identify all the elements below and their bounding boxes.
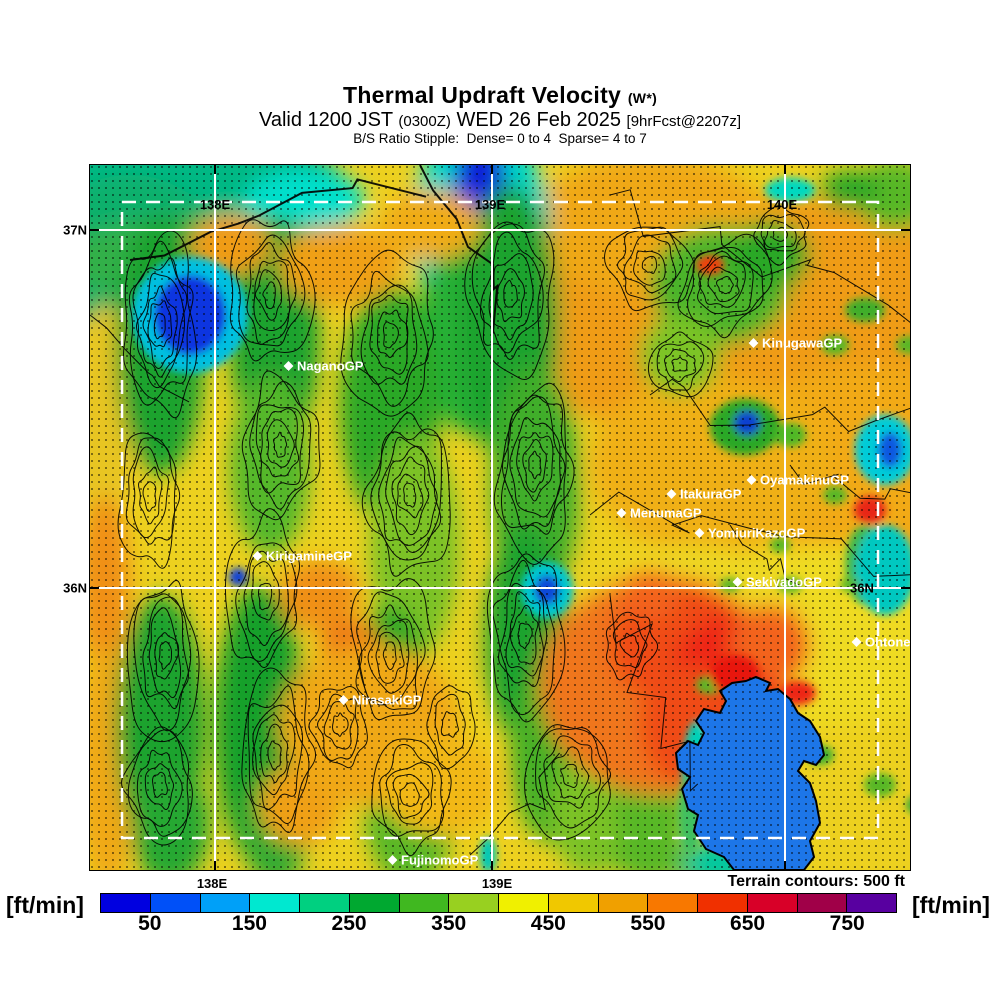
- title-block: Thermal Updraft Velocity (W*) Valid 1200…: [0, 84, 1000, 146]
- site-name-label: NirasakiGP: [352, 692, 422, 708]
- terrain-svg: [89, 164, 911, 871]
- site-name-label: OhtoneGP: [865, 634, 910, 650]
- page-title: Thermal Updraft Velocity (W*): [0, 84, 1000, 107]
- grid-label-36n-right: 36N: [850, 580, 874, 596]
- site-NaganoGP: NaganoGP: [283, 358, 364, 374]
- site-OyamakinuGP: OyamakinuGP: [746, 472, 849, 488]
- site-name-label: OyamakinuGP: [760, 472, 849, 488]
- site-OhtoneGP: OhtoneGP: [851, 634, 910, 650]
- title-suffix: (W*): [627, 90, 658, 106]
- site-KirigamineGP: KirigamineGP: [252, 548, 352, 564]
- grid-label-37n-left: 37N: [63, 222, 87, 238]
- site-SekiyadoGP: SekiyadoGP: [732, 574, 822, 590]
- scale-tick-750: 750: [829, 912, 865, 935]
- color-scale-bar: [100, 893, 897, 913]
- scale-color-cell-15: [847, 894, 896, 912]
- grid-label-138e-bottom: 138E: [196, 876, 228, 891]
- grid-label-36n-left: 36N: [63, 580, 87, 596]
- site-name-label: FujinomoGP: [401, 852, 479, 868]
- scale-tick-150: 150: [231, 912, 267, 935]
- units-label-left: [ft/min]: [6, 892, 84, 918]
- valid-prefix: Valid 1200 JST: [259, 109, 393, 131]
- scale-color-cell-0: [101, 894, 150, 912]
- site-NirasakiGP: NirasakiGP: [338, 692, 422, 708]
- scale-color-cell-9: [548, 894, 598, 912]
- scale-tick-50: 50: [138, 912, 162, 935]
- scale-color-cell-11: [648, 894, 697, 912]
- scale-tick-650: 650: [730, 912, 766, 935]
- color-scale-tick-labels: 50 150 250 350 450 550 650 750: [100, 912, 897, 938]
- scale-color-cell-10: [598, 894, 648, 912]
- graticule: [90, 165, 910, 870]
- site-labels-layer: NaganoGP KirigamineGP NirasakiGP FujinomoGP…: [90, 165, 910, 870]
- scale-color-cell-6: [399, 894, 449, 912]
- grid-label-139e-bottom: 139E: [481, 876, 513, 891]
- grid-labels-layer: 138E 139E 140E 138E 139E 37N 36N 36N: [63, 165, 910, 891]
- site-KinugawaGP: KinugawaGP: [748, 335, 843, 351]
- valid-time-line: Valid 1200 JST (0300Z) WED 26 Feb 2025 […: [0, 110, 1000, 130]
- scale-color-cell-5: [349, 894, 399, 912]
- site-name-label: MenumaGP: [630, 505, 702, 521]
- valid-fcst: [9hrFcst@2207z]: [626, 113, 741, 130]
- scale-color-cell-14: [797, 894, 847, 912]
- site-YomiuriKazoGP: YomiuriKazoGP: [694, 525, 806, 541]
- scale-tick-250: 250: [331, 912, 367, 935]
- stipple-layer: [90, 165, 910, 870]
- scale-color-cell-1: [150, 894, 200, 912]
- valid-zulu: (0300Z): [398, 113, 451, 130]
- site-name-label: YomiuriKazoGP: [708, 525, 806, 541]
- forecast-map: NaganoGP KirigamineGP NirasakiGP FujinomoGP…: [63, 164, 911, 891]
- grid-label-138e-top: 138E: [199, 197, 231, 212]
- site-FujinomoGP: FujinomoGP: [387, 852, 479, 868]
- site-name-label: NaganoGP: [297, 358, 364, 374]
- terrain-contours-note: Terrain contours: 500 ft: [727, 873, 905, 890]
- scale-color-cell-2: [200, 894, 250, 912]
- stipple-note: B/S Ratio Stipple: Dense= 0 to 4 Sparse=…: [353, 131, 647, 146]
- grid-label-140e-top: 140E: [766, 197, 798, 212]
- site-name-label: KinugawaGP: [762, 335, 843, 351]
- site-MenumaGP: MenumaGP: [616, 505, 702, 521]
- valid-date: WED 26 Feb 2025: [456, 109, 621, 131]
- scale-color-cell-8: [499, 894, 548, 912]
- site-ItakuraGP: ItakuraGP: [666, 486, 742, 502]
- edge-ticks: [90, 165, 910, 870]
- scale-tick-550: 550: [630, 912, 666, 935]
- site-name-label: SekiyadoGP: [746, 574, 822, 590]
- site-name-label: ItakuraGP: [680, 486, 742, 502]
- site-name-label: KirigamineGP: [266, 548, 352, 564]
- units-label-right: [ft/min]: [912, 892, 990, 918]
- grid-label-139e-top: 139E: [474, 197, 506, 212]
- scale-color-cell-3: [250, 894, 299, 912]
- scale-color-cell-4: [300, 894, 349, 912]
- scale-color-cell-12: [698, 894, 747, 912]
- scale-color-cell-7: [449, 894, 498, 912]
- color-blobs: [90, 165, 910, 870]
- scale-tick-450: 450: [530, 912, 566, 935]
- scale-color-cell-13: [747, 894, 797, 912]
- scale-tick-350: 350: [431, 912, 467, 935]
- title-main: Thermal Updraft Velocity: [342, 82, 622, 108]
